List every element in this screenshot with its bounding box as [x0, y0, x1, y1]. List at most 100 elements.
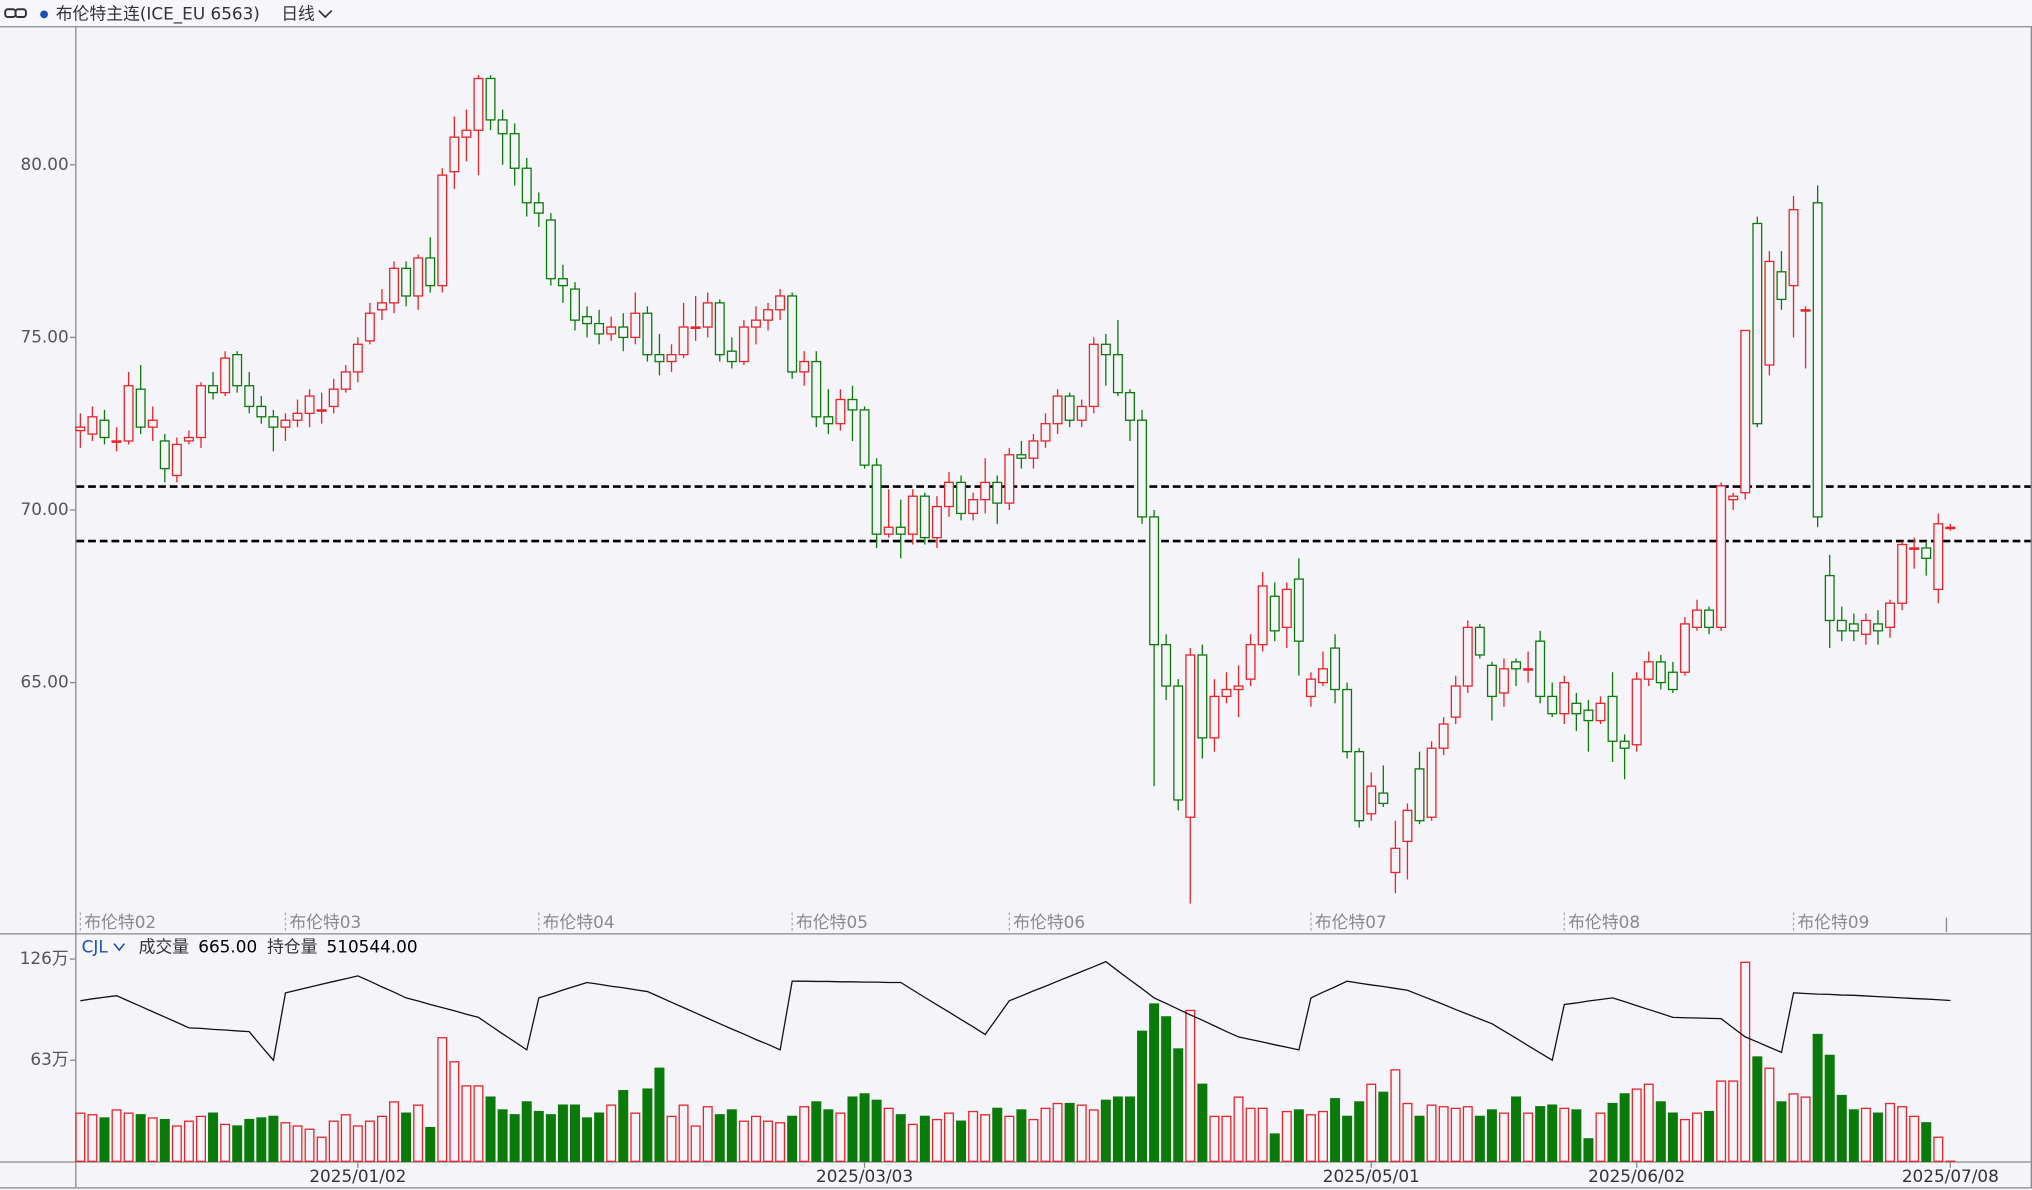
- candle-body: [1800, 309, 1811, 312]
- candle-body: [1498, 668, 1509, 694]
- volume-bar: [1390, 1069, 1401, 1162]
- volume-bar: [159, 1118, 170, 1162]
- volume-bar: [1631, 1088, 1642, 1162]
- candle-body: [135, 388, 146, 428]
- volume-bar: [1149, 1003, 1160, 1162]
- candle-body: [1523, 668, 1534, 671]
- candle-body: [1704, 609, 1715, 629]
- indicator-chevron[interactable]: [113, 943, 126, 952]
- candle-body: [690, 326, 701, 329]
- volume-bar: [1378, 1091, 1389, 1162]
- candle-body: [509, 133, 520, 169]
- candle-body: [1185, 654, 1196, 818]
- candle-body: [1378, 792, 1389, 805]
- candle-body: [1486, 664, 1497, 698]
- period-selector[interactable]: 日线: [281, 3, 315, 23]
- link-icon[interactable]: [4, 8, 27, 18]
- candle-body: [328, 388, 339, 408]
- volume-bar: [1498, 1112, 1509, 1162]
- volume-bar: [509, 1114, 520, 1162]
- candle-body: [1354, 751, 1365, 822]
- candle-body: [183, 436, 194, 442]
- volume-bar: [835, 1112, 846, 1162]
- candle-body: [582, 316, 593, 325]
- candle-body: [340, 371, 351, 390]
- candle-body: [1330, 647, 1341, 691]
- candle-body: [461, 129, 472, 138]
- volume-bar: [533, 1110, 544, 1162]
- candle-body: [533, 202, 544, 214]
- volume-bar: [1752, 1056, 1763, 1162]
- candle-body: [1293, 578, 1304, 642]
- candle-body: [1269, 595, 1280, 632]
- status-dot: [40, 10, 48, 19]
- volume-bar: [328, 1120, 339, 1162]
- y-tick-label: 65.00: [20, 672, 68, 692]
- candle-body: [1511, 661, 1522, 670]
- volume-bar: [1692, 1112, 1702, 1162]
- volume-bar: [1559, 1107, 1570, 1162]
- volume-bar: [1583, 1138, 1594, 1162]
- volume-bar: [1088, 1109, 1099, 1162]
- volume-bar: [690, 1125, 701, 1162]
- candle-body: [1716, 485, 1727, 629]
- candle-body: [799, 360, 810, 373]
- volume-bar: [220, 1123, 231, 1162]
- volume-bar: [1547, 1104, 1558, 1162]
- volume-bar: [99, 1117, 110, 1162]
- volume-bar: [1872, 1112, 1883, 1162]
- candle-body: [1233, 685, 1244, 691]
- volume-bar: [389, 1101, 400, 1162]
- volume-bar: [1619, 1093, 1630, 1162]
- candle-body: [1137, 419, 1148, 518]
- candle-body: [1076, 405, 1087, 421]
- volume-bar: [1523, 1112, 1534, 1162]
- candle-body: [1559, 681, 1570, 715]
- volume-bar: [1716, 1080, 1727, 1162]
- volume-bar: [1728, 1080, 1739, 1162]
- volume-bar: [316, 1136, 327, 1162]
- candle-body: [497, 119, 508, 135]
- candle-body: [1788, 209, 1799, 287]
- x-tick-label: 2025/01/02: [309, 1166, 406, 1186]
- volume-bar: [473, 1085, 484, 1162]
- volume-bar: [111, 1109, 122, 1162]
- candle-body: [485, 77, 496, 121]
- volume-bar: [666, 1115, 677, 1162]
- volume-bar: [1679, 1118, 1690, 1162]
- candle-body: [1004, 454, 1015, 504]
- volume-bar: [208, 1112, 219, 1162]
- volume-bar: [1655, 1101, 1666, 1162]
- candle-body: [1571, 702, 1582, 715]
- contract-label: 布伦特08: [1568, 912, 1640, 932]
- volume-bar: [87, 1114, 98, 1162]
- volume-bar: [1643, 1083, 1654, 1162]
- candle-body: [1342, 688, 1353, 753]
- volume-bar: [775, 1122, 786, 1162]
- volume-tick-label: 126万: [20, 948, 69, 968]
- volume-bar: [1161, 1016, 1172, 1162]
- candle-body: [787, 295, 798, 373]
- volume-bar: [1800, 1096, 1811, 1162]
- header-bar: [0, 0, 2032, 27]
- volume-bar: [340, 1114, 351, 1162]
- candle-body: [775, 295, 786, 311]
- indicator-name[interactable]: CJL: [82, 936, 109, 956]
- volume-bar: [1438, 1106, 1449, 1162]
- candle-body: [1848, 623, 1859, 632]
- volume-bar: [883, 1107, 894, 1162]
- candle-body: [316, 409, 327, 412]
- volume-bar: [1257, 1107, 1268, 1162]
- candle-body: [714, 302, 725, 356]
- volume-bar: [726, 1109, 737, 1162]
- candle-body: [1776, 271, 1787, 301]
- candle-body: [268, 416, 279, 428]
- volume-bar: [1788, 1093, 1799, 1162]
- period-chevron[interactable]: [318, 9, 333, 19]
- volume-bar: [714, 1114, 725, 1162]
- volume-bar: [1221, 1115, 1232, 1162]
- volume-bar: [1330, 1098, 1341, 1162]
- candle-body: [147, 419, 158, 428]
- volume-bar: [1173, 1048, 1184, 1162]
- volume-bar: [1860, 1107, 1871, 1162]
